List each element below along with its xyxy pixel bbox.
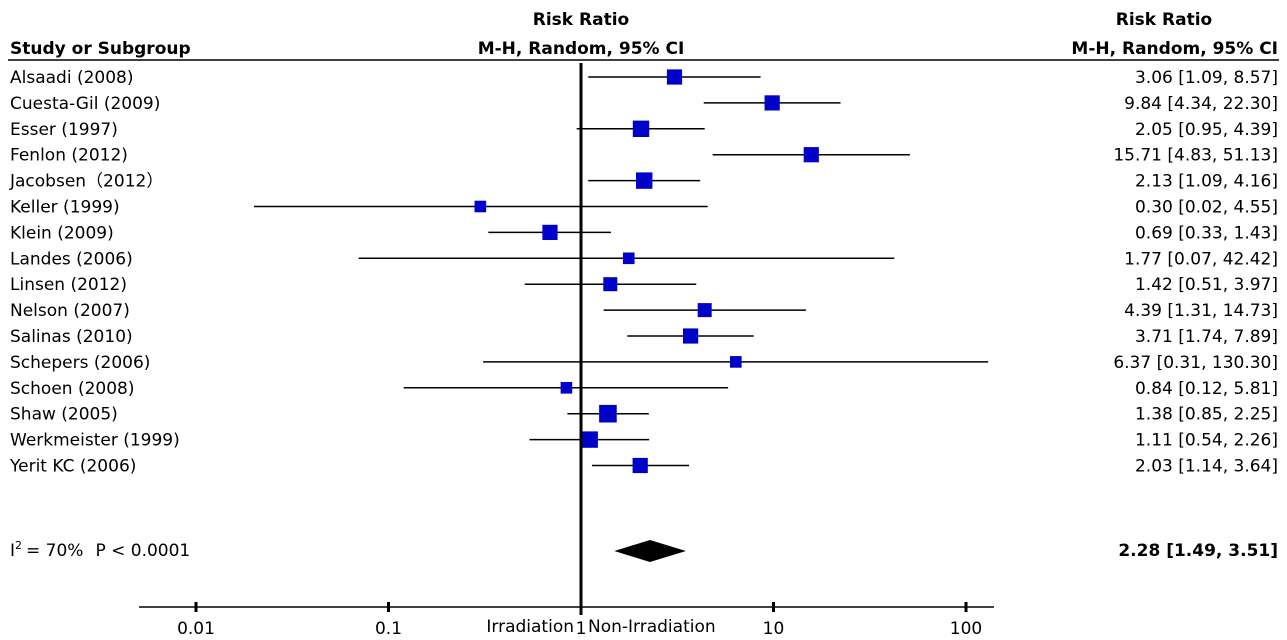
- effect-marker: [729, 356, 742, 368]
- plot-header-line2: M-H, Random, 95% CI: [478, 39, 685, 59]
- effect-marker: [622, 252, 635, 265]
- study-value: 1.11 [0.54, 2.26]: [1135, 431, 1278, 451]
- study-row: Schoen (2008) 0.84 [0.12, 5.81]: [10, 379, 1278, 399]
- effect-marker: [542, 224, 558, 240]
- i2-superscript: 2: [15, 539, 22, 552]
- effect-marker: [632, 120, 650, 137]
- study-column-header: Study or Subgroup: [10, 39, 191, 59]
- study-value: 0.69 [0.33, 1.43]: [1135, 223, 1278, 243]
- i2-value: = 70%: [26, 541, 83, 561]
- study-label: Nelson (2007): [10, 301, 130, 321]
- heterogeneity-stat: I2 = 70% P < 0.0001: [10, 539, 190, 561]
- plot-header-line1: Risk Ratio: [533, 10, 629, 30]
- study-label: Alsaadi (2008): [10, 68, 134, 88]
- x-axis: 0.01 0.1 1 10 100: [139, 602, 994, 639]
- study-value: 1.38 [0.85, 2.25]: [1135, 405, 1278, 425]
- effect-marker: [560, 382, 573, 394]
- x-tick-label: 0.01: [177, 619, 215, 639]
- pooled-diamond: [614, 540, 686, 562]
- effect-marker: [697, 303, 712, 318]
- p-value: P < 0.0001: [95, 541, 190, 561]
- favours-right-label: Non-Irradiation: [588, 617, 716, 637]
- study-row: Fenlon (2012) 15.71 [4.83, 51.13]: [10, 146, 1278, 166]
- study-row: Nelson (2007) 4.39 [1.31, 14.73]: [10, 301, 1278, 321]
- study-row: Salinas (2010) 3.71 [1.74, 7.89]: [10, 327, 1278, 347]
- study-value: 9.84 [4.34, 22.30]: [1124, 94, 1278, 114]
- favours-left-label: Irradiation: [486, 617, 574, 637]
- study-value: 2.03 [1.14, 3.64]: [1135, 457, 1278, 477]
- study-row: Alsaadi (2008) 3.06 [1.09, 8.57]: [10, 68, 1278, 88]
- x-tick-label: 100: [950, 619, 982, 639]
- study-label: Yerit KC (2006): [9, 457, 136, 477]
- study-value: 4.39 [1.31, 14.73]: [1124, 301, 1278, 321]
- study-value: 1.42 [0.51, 3.97]: [1135, 275, 1278, 295]
- value-header-line2: M-H, Random, 95% CI: [1071, 39, 1278, 59]
- effect-marker: [683, 328, 699, 344]
- study-row: Jacobsen（2012） 2.13 [1.09, 4.16]: [9, 172, 1278, 192]
- study-value: 6.37 [0.31, 130.30]: [1113, 353, 1278, 373]
- study-label: Cuesta-Gil (2009): [10, 94, 160, 114]
- study-row: Cuesta-Gil (2009) 9.84 [4.34, 22.30]: [10, 94, 1278, 114]
- i2-symbol: I: [10, 541, 15, 561]
- pooled-value: 2.28 [1.49, 3.51]: [1118, 541, 1278, 561]
- study-row: Esser (1997) 2.05 [0.95, 4.39]: [10, 120, 1278, 140]
- study-row: Linsen (2012) 1.42 [0.51, 3.97]: [10, 275, 1278, 295]
- study-value: 3.06 [1.09, 8.57]: [1135, 68, 1278, 88]
- effect-marker: [581, 431, 598, 448]
- study-label: Esser (1997): [10, 120, 118, 140]
- study-row: Yerit KC (2006) 2.03 [1.14, 3.64]: [9, 457, 1278, 477]
- study-row: Schepers (2006) 6.37 [0.31, 130.30]: [10, 353, 1278, 373]
- effect-marker: [636, 172, 653, 189]
- x-tick-label: 1: [576, 619, 587, 639]
- x-tick-label: 0.1: [375, 619, 402, 639]
- value-header-line1: Risk Ratio: [1116, 10, 1212, 30]
- study-value: 1.77 [0.07, 42.42]: [1124, 249, 1278, 269]
- effect-marker: [474, 200, 487, 213]
- study-label: Schepers (2006): [10, 353, 150, 373]
- study-value: 15.71 [4.83, 51.13]: [1113, 146, 1278, 166]
- study-value: 0.30 [0.02, 4.55]: [1135, 198, 1278, 218]
- x-tick-label: 10: [763, 619, 785, 639]
- effect-marker: [599, 404, 617, 423]
- study-row: Klein (2009) 0.69 [0.33, 1.43]: [10, 223, 1278, 243]
- study-rows: Alsaadi (2008) 3.06 [1.09, 8.57] Cuesta-Gi…: [9, 68, 1278, 477]
- effect-marker: [764, 95, 780, 111]
- study-label: Shaw (2005): [10, 405, 118, 425]
- effect-marker: [603, 277, 618, 292]
- effect-marker: [803, 147, 819, 163]
- study-label: Jacobsen（2012）: [9, 172, 163, 192]
- study-value: 0.84 [0.12, 5.81]: [1135, 379, 1278, 399]
- effect-marker: [632, 457, 648, 474]
- study-label: Fenlon (2012): [10, 146, 128, 166]
- study-value: 2.05 [0.95, 4.39]: [1135, 120, 1278, 140]
- study-label: Klein (2009): [10, 223, 114, 243]
- study-label: Salinas (2010): [10, 327, 133, 347]
- effect-marker: [666, 69, 683, 85]
- study-value: 3.71 [1.74, 7.89]: [1135, 327, 1278, 347]
- study-label: Schoen (2008): [10, 379, 134, 399]
- study-row: Werkmeister (1999) 1.11 [0.54, 2.26]: [10, 431, 1278, 451]
- study-row: Landes (2006) 1.77 [0.07, 42.42]: [10, 249, 1278, 269]
- study-label: Keller (1999): [10, 198, 120, 218]
- study-label: Linsen (2012): [10, 275, 127, 295]
- study-value: 2.13 [1.09, 4.16]: [1135, 172, 1278, 192]
- study-row: Keller (1999) 0.30 [0.02, 4.55]: [10, 198, 1278, 218]
- study-label: Landes (2006): [10, 249, 133, 269]
- study-row: Shaw (2005) 1.38 [0.85, 2.25]: [10, 405, 1278, 425]
- study-label: Werkmeister (1999): [10, 431, 180, 451]
